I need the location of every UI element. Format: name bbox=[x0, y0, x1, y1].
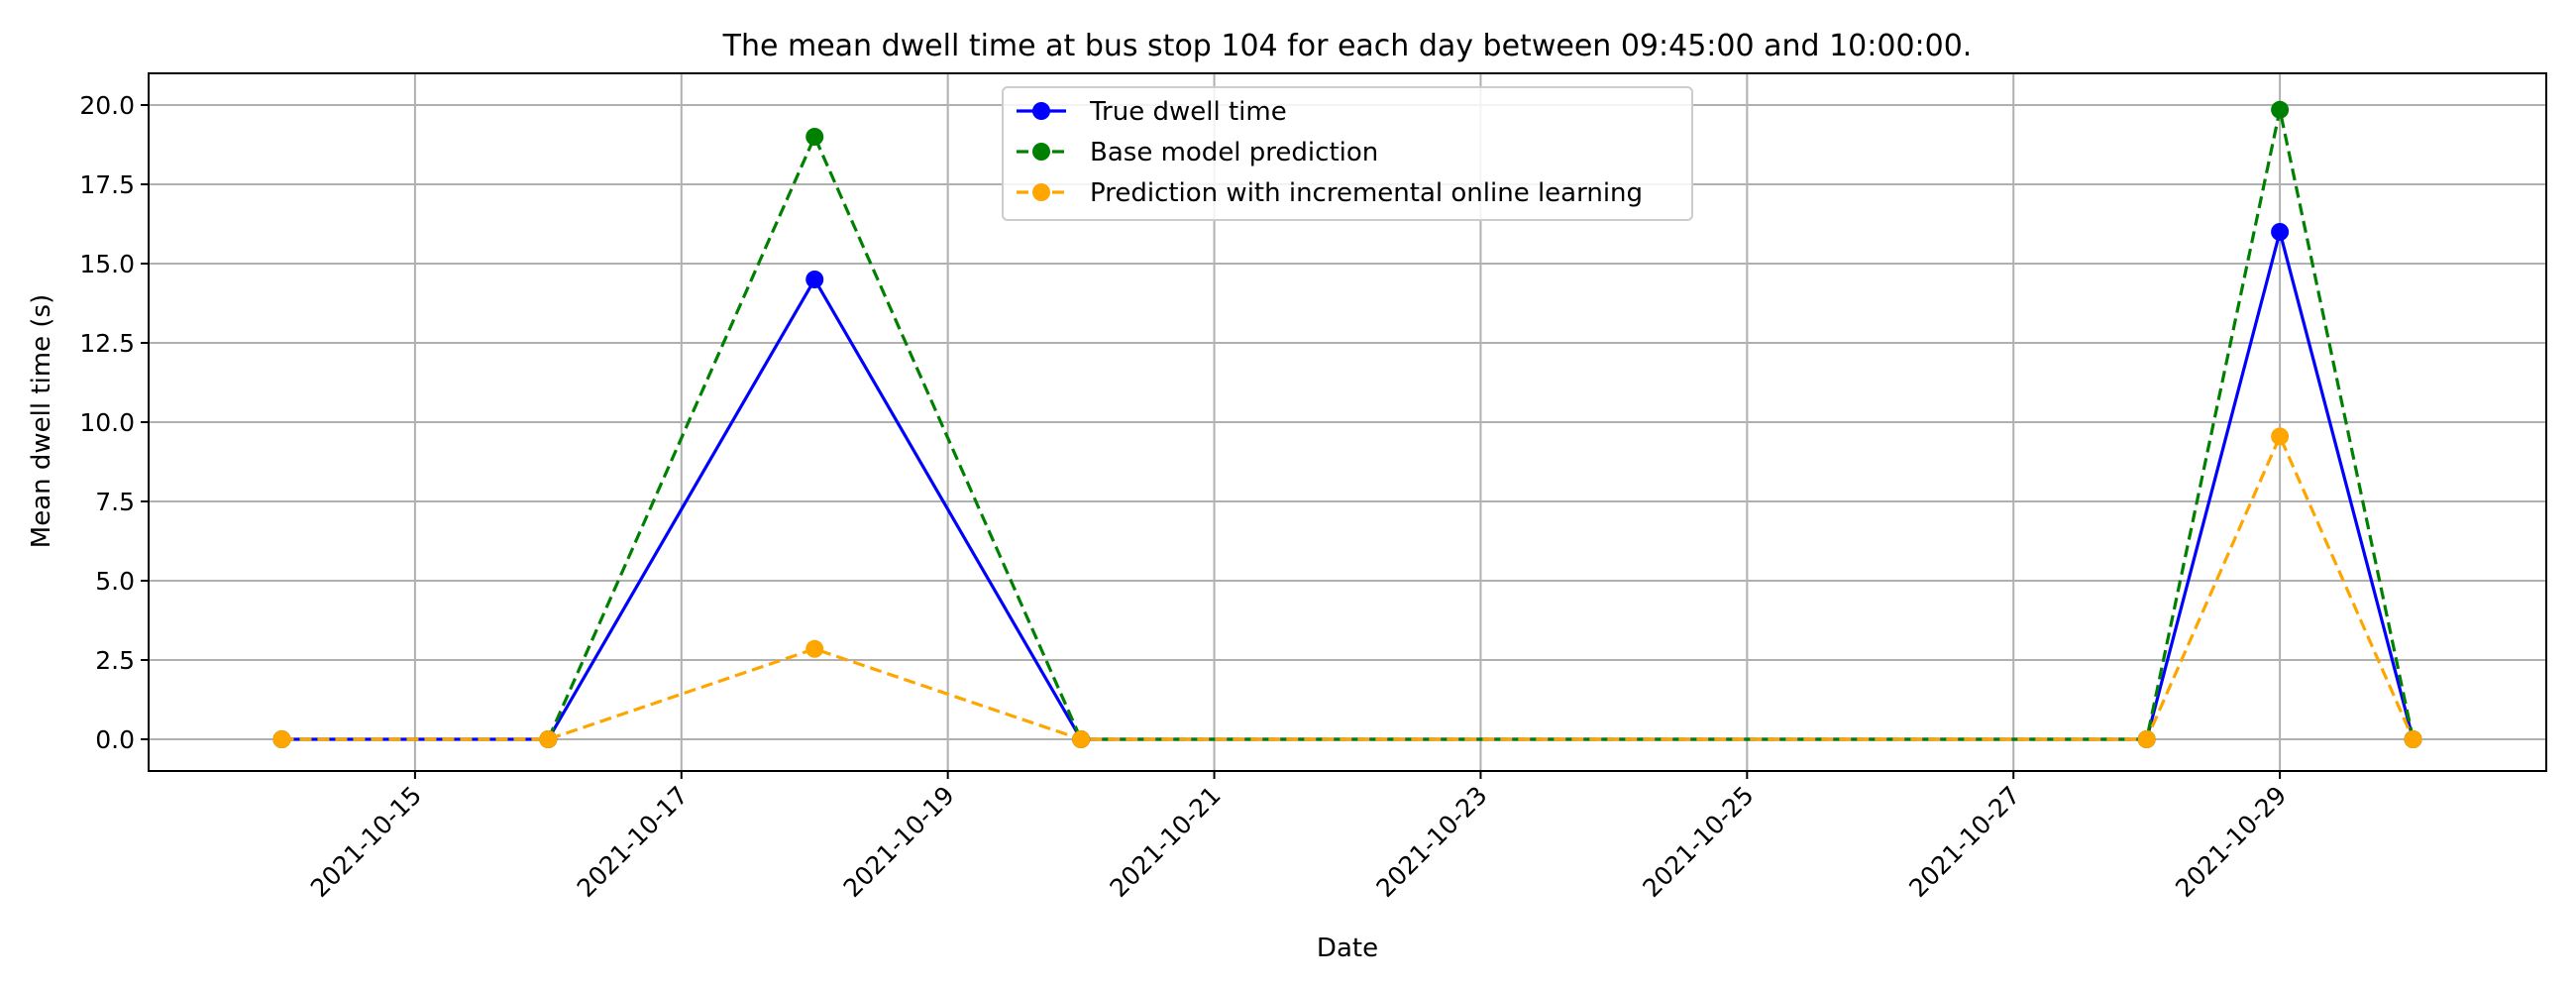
y-tick-label: 5.0 bbox=[95, 567, 135, 596]
data-point bbox=[2404, 730, 2422, 748]
data-point bbox=[2137, 730, 2156, 748]
series-1 bbox=[272, 223, 2422, 748]
x-tick-label: 2021-10-21 bbox=[1105, 781, 1227, 903]
data-point bbox=[805, 271, 824, 288]
data-point bbox=[2271, 100, 2290, 119]
data-point bbox=[805, 128, 824, 146]
y-tick-label: 7.5 bbox=[95, 488, 135, 516]
x-tick-label: 2021-10-29 bbox=[2170, 781, 2292, 903]
y-tick-label: 15.0 bbox=[79, 250, 135, 278]
data-point bbox=[805, 639, 824, 658]
x-tick-label: 2021-10-25 bbox=[1637, 781, 1759, 903]
data-point bbox=[1072, 730, 1091, 748]
y-tick-label: 0.0 bbox=[95, 725, 135, 754]
x-axis-label: Date bbox=[1317, 934, 1378, 963]
y-tick-label: 17.5 bbox=[79, 170, 135, 199]
series-3 bbox=[272, 427, 2422, 748]
legend: True dwell time Base model prediction Pred… bbox=[1002, 86, 1693, 221]
x-tick-label: 2021-10-27 bbox=[1903, 781, 2025, 903]
legend-label: Base model prediction bbox=[1090, 138, 1378, 167]
y-tick-label: 20.0 bbox=[79, 91, 135, 120]
chart-title: The mean dwell time at bus stop 104 for … bbox=[722, 29, 1973, 63]
y-tick-label: 2.5 bbox=[95, 646, 135, 675]
legend-marker bbox=[1032, 102, 1050, 120]
x-tick-label: 2021-10-23 bbox=[1370, 781, 1492, 903]
data-point bbox=[272, 730, 291, 748]
y-axis-label: Mean dwell time (s) bbox=[27, 294, 56, 548]
data-point bbox=[2271, 223, 2290, 241]
data-point bbox=[539, 730, 558, 748]
legend-label: True dwell time bbox=[1089, 97, 1287, 127]
series-line bbox=[281, 434, 2415, 741]
grid bbox=[149, 73, 2546, 771]
y-tick-label: 12.5 bbox=[79, 329, 135, 358]
data-point bbox=[2271, 427, 2290, 446]
legend-marker bbox=[1032, 183, 1050, 201]
x-tick-label: 2021-10-19 bbox=[838, 781, 960, 903]
y-tick-label: 10.0 bbox=[79, 408, 135, 437]
legend-label: Prediction with incremental online learn… bbox=[1090, 178, 1643, 208]
series-line bbox=[281, 230, 2415, 741]
x-tick-label: 2021-10-17 bbox=[572, 781, 694, 903]
series-layer bbox=[272, 100, 2422, 748]
x-tick-label: 2021-10-15 bbox=[305, 781, 427, 903]
legend-marker bbox=[1032, 143, 1050, 161]
legend-box bbox=[1002, 86, 1693, 221]
